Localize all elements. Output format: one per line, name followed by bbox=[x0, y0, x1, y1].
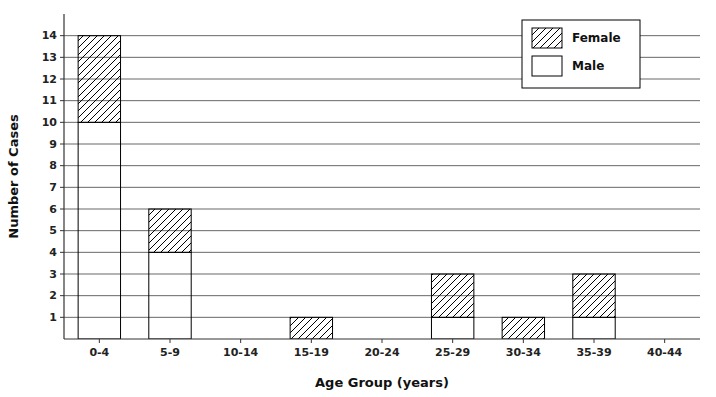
grid-line bbox=[64, 274, 700, 275]
legend-box bbox=[522, 20, 640, 88]
grid-line bbox=[64, 122, 700, 123]
x-tick-label: 5-9 bbox=[160, 346, 180, 359]
y-tick-label: 3 bbox=[49, 268, 57, 281]
grid-line bbox=[64, 165, 700, 166]
grid-line bbox=[64, 230, 700, 231]
y-tick-label: 13 bbox=[42, 51, 57, 64]
y-tick bbox=[60, 100, 64, 101]
chart-svg: 12345678910111213140-45-910-1415-1920-24… bbox=[0, 0, 716, 397]
grid-line bbox=[64, 252, 700, 253]
y-tick bbox=[60, 79, 64, 80]
x-tick-label: 0-4 bbox=[89, 346, 109, 359]
legend-swatch bbox=[532, 56, 562, 76]
x-axis-label: Age Group (years) bbox=[315, 375, 449, 390]
x-tick bbox=[170, 339, 171, 343]
y-tick-label: 4 bbox=[49, 246, 57, 259]
y-axis-line bbox=[63, 14, 64, 339]
grid-line bbox=[64, 295, 700, 296]
grid-line bbox=[64, 317, 700, 318]
grid-line bbox=[64, 144, 700, 145]
x-tick-label: 25-29 bbox=[435, 346, 470, 359]
x-tick bbox=[99, 339, 100, 343]
y-tick-label: 11 bbox=[42, 94, 57, 107]
y-tick bbox=[60, 252, 64, 253]
y-tick bbox=[60, 57, 64, 58]
y-tick bbox=[60, 230, 64, 231]
y-axis-label: Number of Cases bbox=[6, 114, 21, 239]
x-tick bbox=[523, 339, 524, 343]
x-tick bbox=[452, 339, 453, 343]
y-tick bbox=[60, 165, 64, 166]
y-tick-label: 8 bbox=[49, 159, 57, 172]
y-tick bbox=[60, 187, 64, 188]
x-tick-label: 30-34 bbox=[506, 346, 542, 359]
y-tick bbox=[60, 295, 64, 296]
bar-segment bbox=[431, 317, 473, 339]
y-tick bbox=[60, 209, 64, 210]
y-tick-label: 12 bbox=[42, 73, 57, 86]
x-tick bbox=[382, 339, 383, 343]
y-tick bbox=[60, 317, 64, 318]
legend-swatch bbox=[532, 28, 562, 48]
y-tick-label: 6 bbox=[49, 203, 57, 216]
grid-line bbox=[64, 187, 700, 188]
bar-segment bbox=[290, 317, 332, 339]
chart-container: 12345678910111213140-45-910-1415-1920-24… bbox=[0, 0, 716, 397]
legend: Female Male bbox=[522, 20, 640, 88]
grid-line bbox=[64, 209, 700, 210]
y-tick bbox=[60, 274, 64, 275]
legend-label: Male bbox=[572, 59, 604, 73]
x-tick-label: 40-44 bbox=[647, 346, 683, 359]
x-tick-label: 20-24 bbox=[364, 346, 400, 359]
x-tick bbox=[311, 339, 312, 343]
bar-segment bbox=[502, 317, 544, 339]
bar-segment bbox=[573, 317, 615, 339]
y-tick bbox=[60, 122, 64, 123]
x-tick-label: 10-14 bbox=[223, 346, 259, 359]
y-tick-label: 2 bbox=[49, 289, 57, 302]
y-tick-label: 9 bbox=[49, 138, 57, 151]
x-tick-label: 15-19 bbox=[294, 346, 329, 359]
legend-label: Female bbox=[572, 31, 621, 45]
x-tick-label: 35-39 bbox=[576, 346, 611, 359]
y-tick-label: 5 bbox=[49, 224, 57, 237]
y-tick bbox=[60, 35, 64, 36]
y-tick-label: 7 bbox=[49, 181, 57, 194]
grid-line bbox=[64, 100, 700, 101]
x-tick bbox=[664, 339, 665, 343]
y-tick-label: 1 bbox=[49, 311, 57, 324]
x-tick bbox=[594, 339, 595, 343]
x-tick bbox=[240, 339, 241, 343]
y-tick-label: 14 bbox=[42, 29, 58, 42]
y-tick-label: 10 bbox=[42, 116, 58, 129]
y-tick bbox=[60, 144, 64, 145]
